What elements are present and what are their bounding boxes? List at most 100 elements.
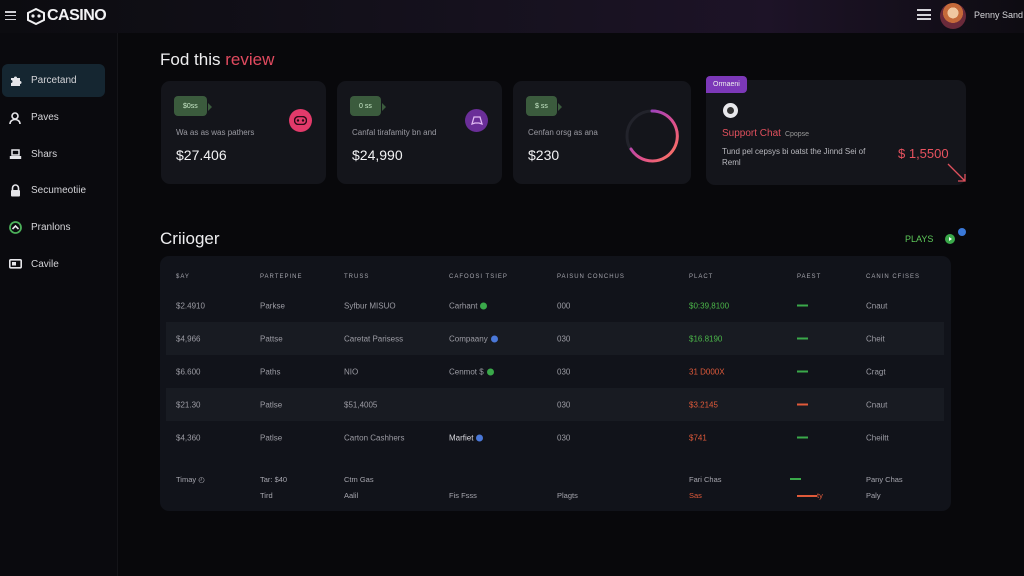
cell-trust: $51,4005	[344, 400, 378, 409]
table-title: Criioger	[160, 229, 220, 248]
cell-count: 030	[557, 400, 571, 409]
table-body: $2.4910 Parkse Syfbur MISUO Carhant 000 …	[166, 286, 944, 463]
column-header[interactable]: PLACT	[689, 274, 714, 280]
sidebar-item-paves[interactable]: Paves	[2, 101, 105, 134]
stat-card-2[interactable]: 0 ss Canfal tirafamity bn and $24,990	[337, 81, 502, 184]
play-icon	[945, 234, 956, 244]
table-row[interactable]: $21.30 Patlse $51,4005 030 $3.2145 Cnaut	[166, 388, 944, 421]
top-bar: CASINO Penny Sand	[0, 0, 1024, 33]
ring-icon	[625, 109, 679, 163]
cell-category: Marfiet	[449, 433, 484, 442]
status-dot-icon	[486, 368, 494, 376]
sidebar-item-cavile[interactable]: Cavile	[2, 248, 105, 281]
list-menu-icon[interactable]	[917, 9, 931, 20]
cell-trend	[797, 400, 808, 409]
cell-count: 030	[557, 334, 571, 343]
table-row[interactable]: $6.600 Paths NIO Cenmot $ 030 31 D000X C…	[166, 355, 944, 388]
sidebar-item-label: Shars	[31, 149, 58, 160]
shield-icon	[8, 221, 22, 235]
sidebar-item-secumeotiie[interactable]: Secumeotiie	[2, 174, 105, 207]
support-chat-card[interactable]: Ormaeni Support Chat Cpopse Tund pel ceps…	[706, 76, 968, 185]
column-header[interactable]: TRUSS	[344, 274, 370, 280]
sidebar-item-parcetand[interactable]: Parcetand	[2, 64, 105, 97]
footer-cell: Pany Chas	[866, 475, 903, 484]
sidebar-item-label: Parcetand	[31, 75, 77, 86]
support-description: Tund pel cepsys bi oatst the Jinnd Sei o…	[722, 147, 866, 167]
footer-label: Timay ◴	[176, 475, 205, 484]
footer-cell: Tird	[260, 491, 273, 500]
cell-partner: Pattse	[260, 334, 283, 343]
footer-cell: Fari Chas	[689, 475, 722, 484]
avatar[interactable]	[940, 3, 966, 29]
arrow-down-right-icon[interactable]	[946, 162, 968, 184]
page-title-main: Fod this	[160, 50, 221, 69]
cell-trend	[797, 433, 808, 442]
card-value: $27.406	[176, 147, 227, 163]
cell-partner: Patlse	[260, 400, 283, 409]
cell-count: 000	[557, 301, 571, 310]
cell-trust: Syfbur MISUO	[344, 301, 396, 310]
hamburger-menu-icon[interactable]	[5, 11, 16, 21]
sidebar: Parcetand Paves Shars Secumeotiie Pranlo…	[0, 33, 118, 576]
column-header[interactable]: PAISUN CONCHUS	[557, 274, 625, 280]
footer-cell: Tar: $40	[260, 475, 288, 484]
column-header[interactable]: CAFOOSI TSIEP	[449, 274, 508, 280]
column-header[interactable]: PAEST	[797, 274, 822, 280]
card-value: $230	[528, 147, 560, 163]
cell-place: $16.8190	[689, 334, 723, 343]
support-title-text: Support Chat	[722, 128, 781, 139]
plays-button-label: PLAYS	[905, 234, 934, 244]
card-description: Cenfan orsg as ana	[528, 128, 598, 137]
cell-place: $3.2145	[689, 400, 718, 409]
cell-amount: $4,360	[176, 433, 201, 442]
column-header[interactable]: $AY	[176, 274, 190, 280]
table-row[interactable]: $4,360 Patlse Carton Cashhers Marfiet 03…	[166, 421, 944, 454]
cell-amount: $2.4910	[176, 301, 205, 310]
logo-text: CASINO	[47, 7, 107, 24]
sidebar-item-label: Cavile	[31, 259, 59, 270]
footer-cell: Plagts	[557, 491, 578, 500]
casino-logo[interactable]: CASINO	[26, 7, 107, 25]
sidebar-item-label: Paves	[31, 112, 59, 123]
cell-category-text: Cenmot $	[449, 367, 484, 376]
monitor-icon	[8, 258, 22, 272]
table-row[interactable]: $4,966 Pattse Caretat Parisess Compaany …	[166, 322, 944, 355]
sidebar-item-pranlons[interactable]: Pranlons	[2, 211, 105, 244]
footer-cell: Aalil	[344, 491, 359, 500]
cell-trust: Carton Cashhers	[344, 433, 405, 442]
stat-card-3[interactable]: $ ss Cenfan orsg as ana $230	[513, 81, 691, 184]
cell-category-text: Carhant	[449, 301, 478, 310]
trend-dash-icon	[797, 370, 808, 373]
footer-trend-text: ty	[817, 491, 823, 500]
cell-trust: NIO	[344, 367, 359, 376]
chat-bot-icon	[723, 103, 738, 118]
cell-status: Cragt	[866, 367, 886, 376]
column-header[interactable]: CANIN CFISES	[866, 274, 921, 280]
card-description: Wa as as was pathers	[176, 128, 255, 137]
cell-amount: $21.30	[176, 400, 201, 409]
sidebar-item-shars[interactable]: Shars	[2, 138, 105, 171]
user-name[interactable]: Penny Sand	[974, 10, 1024, 20]
data-table: $AY PARTEPINE TRUSS CAFOOSI TSIEP PAISUN…	[160, 256, 951, 511]
cell-partner: Parkse	[260, 301, 285, 310]
support-tag: Ormaeni	[706, 76, 747, 93]
footer-cell: Ctm Gas	[344, 475, 374, 484]
footer-cell: Fis Fsss	[449, 491, 477, 500]
cell-trust: Caretat Parisess	[344, 334, 404, 343]
column-header[interactable]: PARTEPINE	[260, 274, 303, 280]
dice-logo-icon	[27, 7, 45, 25]
cell-status: Cnaut	[866, 400, 888, 409]
trend-dash-icon	[797, 436, 808, 439]
sidebar-item-label: Secumeotiie	[31, 185, 87, 196]
card-tag: $ ss	[526, 96, 562, 116]
stat-card-1[interactable]: $0ss Wa as as was pathers $27.406	[161, 81, 326, 184]
cell-amount: $6.600	[176, 367, 201, 376]
page-title-accent: review	[225, 50, 275, 69]
trend-dash-icon	[797, 304, 808, 307]
clock-icon: ◴	[198, 475, 205, 484]
cell-partner: Patlse	[260, 433, 283, 442]
table-row[interactable]: $2.4910 Parkse Syfbur MISUO Carhant 000 …	[166, 289, 944, 322]
footer-cell: Paly	[866, 491, 881, 500]
plays-button[interactable]: PLAYS	[905, 234, 956, 244]
cell-category: Carhant	[449, 301, 488, 310]
